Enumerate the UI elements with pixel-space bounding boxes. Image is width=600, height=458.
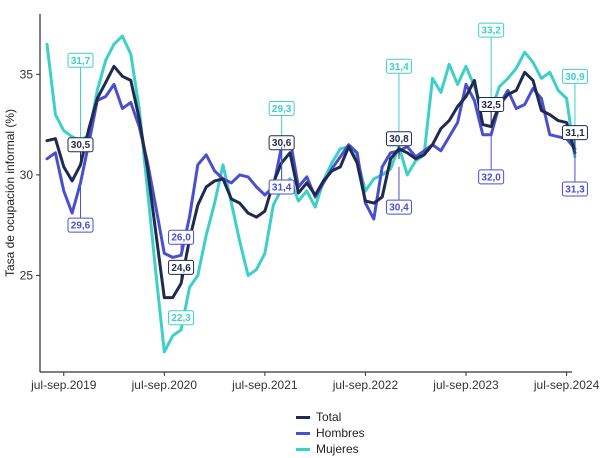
data-label: 31,1 xyxy=(565,128,585,139)
x-tick-label: jul-sep.2019 xyxy=(30,378,97,392)
legend: Total Hombres Mujeres xyxy=(296,409,365,457)
y-tick-label: 30 xyxy=(20,168,34,182)
data-label: 30,4 xyxy=(389,203,409,214)
data-label: 24,6 xyxy=(171,263,191,274)
annotation-box xyxy=(67,52,94,68)
x-tick-label: jul-sep.2023 xyxy=(432,378,499,392)
annotation-box xyxy=(268,101,295,117)
annotation-box xyxy=(385,58,412,74)
series-line-total xyxy=(45,64,577,300)
annotation-box xyxy=(67,217,94,233)
annotation-box xyxy=(67,137,94,153)
data-label: 30,5 xyxy=(71,140,91,151)
legend-label-hombres: Hombres xyxy=(316,426,365,440)
data-label: 30,9 xyxy=(565,72,585,83)
annotation-box xyxy=(561,181,588,197)
data-label: 22,3 xyxy=(171,313,191,324)
data-label: 30,6 xyxy=(272,138,292,149)
data-label: 31,4 xyxy=(272,182,292,193)
annotation-box xyxy=(168,229,195,245)
data-label: 32,0 xyxy=(481,172,501,183)
y-axis-label: Tasa de ocupación informal (%) xyxy=(3,109,17,277)
data-label: 26,0 xyxy=(171,233,191,244)
data-label: 30,8 xyxy=(389,134,409,145)
legend-swatch-total xyxy=(296,415,310,419)
annotation-box xyxy=(385,199,412,215)
legend-swatch-hombres xyxy=(296,431,310,435)
data-label: 31,4 xyxy=(389,62,409,73)
y-tick-label: 35 xyxy=(20,67,34,81)
annotation-box xyxy=(478,169,505,185)
series-line-mujeres xyxy=(45,34,577,354)
annotation-box xyxy=(478,97,505,113)
x-tick-label: jul-sep.2020 xyxy=(131,378,198,392)
annotation-box xyxy=(268,179,295,195)
legend-label-mujeres: Mujeres xyxy=(316,442,359,456)
x-tick-label: jul-sep.2021 xyxy=(231,378,298,392)
annotation-box xyxy=(168,310,195,326)
y-tick-label: 25 xyxy=(20,268,34,282)
x-tick-label: jul-sep.2022 xyxy=(332,378,399,392)
data-label: 32,5 xyxy=(481,100,501,111)
annotation-box xyxy=(561,68,588,84)
legend-label-total: Total xyxy=(316,410,342,424)
data-label: 29,6 xyxy=(71,221,91,232)
legend-item-mujeres: Mujeres xyxy=(296,441,365,457)
annotation-box xyxy=(561,125,588,141)
annotation-box xyxy=(478,22,505,38)
x-tick-label: jul-sep.2024 xyxy=(533,378,600,392)
annotation-box xyxy=(385,131,412,147)
data-label: 29,3 xyxy=(272,104,292,115)
legend-item-total: Total xyxy=(296,409,365,425)
annotation-box xyxy=(168,259,195,275)
data-label: 33,2 xyxy=(481,26,501,37)
data-label: 31,3 xyxy=(565,184,585,195)
legend-item-hombres: Hombres xyxy=(296,425,365,441)
legend-swatch-mujeres xyxy=(296,447,310,451)
data-label: 31,7 xyxy=(71,56,91,67)
